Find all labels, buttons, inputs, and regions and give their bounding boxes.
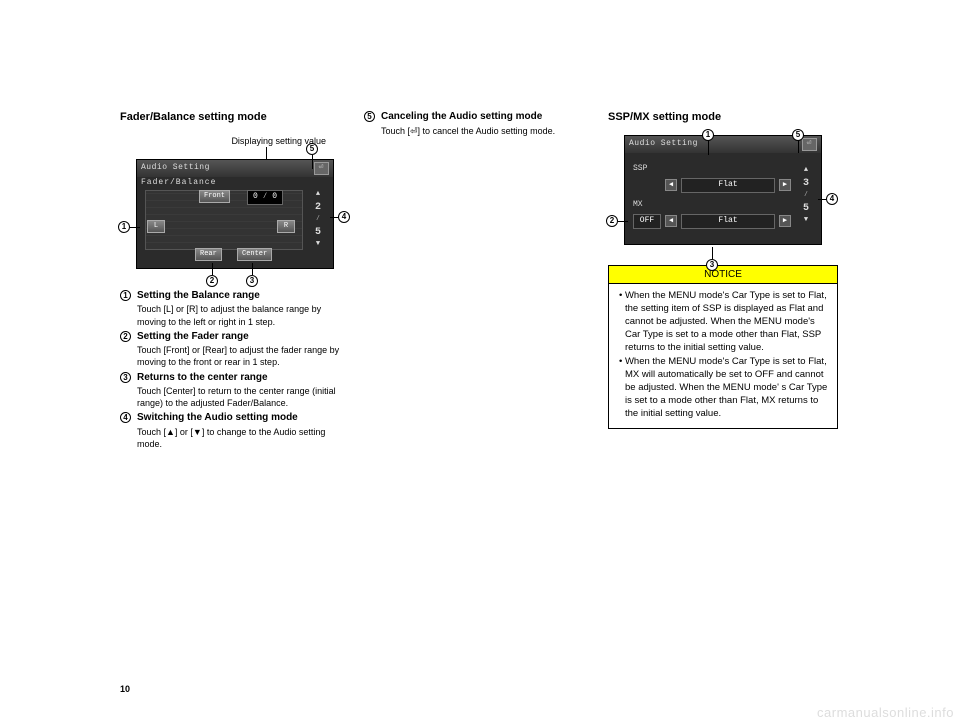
num-bot: 5	[315, 226, 321, 240]
heading-ssp-mx: SSP/MX setting mode	[608, 110, 838, 125]
mx-left-arrow[interactable]: ◀	[665, 215, 677, 227]
co3-1: 1	[702, 129, 714, 141]
notice-p1: • When the MENU mode's Car Type is set t…	[617, 290, 829, 354]
up-icon[interactable]: ▲	[316, 190, 320, 199]
left-button[interactable]: L	[147, 220, 165, 233]
notice-p2: • When the MENU mode's Car Type is set t…	[617, 356, 829, 420]
lead-5	[312, 155, 313, 169]
item2-desc: Touch [Front] or [Rear] to adjust the fa…	[137, 344, 350, 368]
screen-titlebar-2: Audio Setting ⏎	[625, 136, 821, 153]
heading-fader-balance: Fader/Balance setting mode	[120, 110, 350, 125]
list-item-5: 5 Canceling the Audio setting mode Touch…	[364, 110, 594, 137]
item5-desc: Touch [⏎] to cancel the Audio setting mo…	[381, 125, 594, 137]
item1-title: Setting the Balance range	[137, 289, 350, 303]
page-number: 10	[120, 684, 130, 694]
down-icon-2[interactable]: ▼	[804, 216, 808, 225]
ld3-5	[798, 141, 799, 153]
num-1: 1	[120, 290, 131, 301]
co3-2: 2	[606, 215, 618, 227]
ssp-mx-figure: Audio Setting ⏎ SSP ◀ Flat ▶ MX OFF ◀	[608, 135, 838, 245]
rear-button[interactable]: Rear	[195, 248, 222, 261]
column-3: SSP/MX setting mode Audio Setting ⏎ SSP …	[608, 110, 838, 452]
callout-2: 2	[206, 275, 218, 287]
notice-header: NOTICE	[609, 266, 837, 285]
item3-title: Returns to the center range	[137, 371, 350, 385]
num-3: 3	[120, 372, 131, 383]
right-indicator-2: ▲ 3 ⁄ 5 ▼	[795, 166, 817, 226]
back-button[interactable]: ⏎	[314, 162, 329, 175]
item4-desc: Touch [▲] or [▼] to change to the Audio …	[137, 426, 350, 450]
notice-body: • When the MENU mode's Car Type is set t…	[609, 284, 837, 428]
mx-value-row: OFF ◀ Flat ▶	[633, 214, 791, 229]
mx-right-arrow[interactable]: ▶	[779, 215, 791, 227]
screen-titlebar: Audio Setting ⏎	[137, 160, 333, 177]
center-button[interactable]: Center	[237, 248, 272, 261]
right-indicator: ▲ 2 ⁄ 5 ▼	[307, 190, 329, 250]
divider: ⁄	[316, 215, 320, 224]
num-top: 2	[315, 201, 321, 215]
ssp-label: SSP	[633, 164, 661, 175]
lead-4	[330, 217, 338, 218]
co3-4: 4	[826, 193, 838, 205]
ld3-4	[818, 199, 826, 200]
num-top-2: 3	[803, 177, 809, 191]
co3-3: 3	[706, 259, 718, 271]
lead-2	[212, 263, 213, 275]
mx-off: OFF	[633, 214, 661, 229]
down-icon[interactable]: ▼	[316, 240, 320, 249]
num-4: 4	[120, 412, 131, 423]
item1-desc: Touch [L] or [R] to adjust the balance r…	[137, 303, 350, 327]
ssp-right-arrow[interactable]: ▶	[779, 179, 791, 191]
mx-value: Flat	[681, 214, 775, 229]
front-button[interactable]: Front	[199, 190, 230, 203]
ssp-value: Flat	[681, 178, 775, 193]
back-button-2[interactable]: ⏎	[802, 138, 817, 151]
right-button[interactable]: R	[277, 220, 295, 233]
column-2: 5 Canceling the Audio setting mode Touch…	[364, 110, 594, 452]
ld3-1	[708, 141, 709, 155]
notice-box: NOTICE • When the MENU mode's Car Type i…	[608, 265, 838, 430]
up-icon-2[interactable]: ▲	[804, 166, 808, 175]
mx-label: MX	[633, 200, 661, 211]
list-item-3: 3 Returns to the center range Touch [Cen…	[120, 371, 350, 410]
screen-fader-balance: Audio Setting ⏎ Fader/Balance Front 0 ⁄ …	[136, 159, 334, 269]
callout-4: 4	[338, 211, 350, 223]
ld3-3	[712, 247, 713, 259]
num-2: 2	[120, 331, 131, 342]
value-display: 0 ⁄ 0	[247, 190, 283, 205]
ssp-left-arrow[interactable]: ◀	[665, 179, 677, 191]
screen-ssp-mx: Audio Setting ⏎ SSP ◀ Flat ▶ MX OFF ◀	[624, 135, 822, 245]
item2-title: Setting the Fader range	[137, 330, 350, 344]
divider-2: ⁄	[804, 191, 808, 200]
list-item-4: 4 Switching the Audio setting mode Touch…	[120, 411, 350, 450]
ld3-2	[618, 221, 628, 222]
callout-5: 5	[306, 143, 318, 155]
lead-3	[252, 263, 253, 275]
column-1: Fader/Balance setting mode Displaying se…	[120, 110, 350, 452]
list-item-1: 1 Setting the Balance range Touch [L] or…	[120, 289, 350, 328]
list-item-2: 2 Setting the Fader range Touch [Front] …	[120, 330, 350, 369]
fader-balance-figure: Displaying setting value Audio Setting ⏎…	[120, 135, 350, 269]
callout-3: 3	[246, 275, 258, 287]
page: Fader/Balance setting mode Displaying se…	[120, 110, 840, 452]
ssp-row: SSP	[633, 164, 791, 175]
num-5: 5	[364, 111, 375, 122]
screen-subtitle: Fader/Balance	[137, 177, 333, 190]
co3-5: 5	[792, 129, 804, 141]
callout-1: 1	[118, 221, 130, 233]
watermark: carmanualsonline.info	[817, 705, 954, 720]
mx-row: MX	[633, 200, 791, 211]
item3-desc: Touch [Center] to return to the center r…	[137, 385, 350, 409]
item5-title: Canceling the Audio setting mode	[381, 110, 594, 124]
item4-title: Switching the Audio setting mode	[137, 411, 350, 425]
lead-1	[130, 227, 140, 228]
screen-title: Audio Setting	[141, 163, 210, 174]
screen-title-2: Audio Setting	[629, 139, 698, 150]
num-bot-2: 5	[803, 202, 809, 216]
ssp-value-row: ◀ Flat ▶	[665, 178, 791, 193]
